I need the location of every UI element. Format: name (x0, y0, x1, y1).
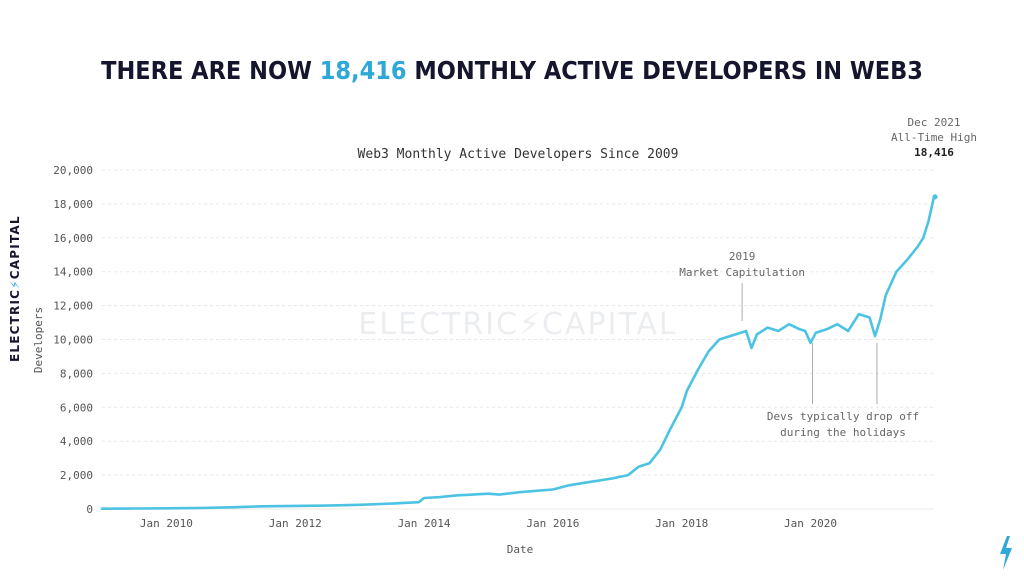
y-tick-label: 12,000 (53, 300, 93, 313)
x-tick-label: Jan 2012 (269, 517, 322, 530)
annotations: Dec 2021 All-Time High 18,416 2019 Market Ca… (679, 116, 977, 439)
x-tick-label: Jan 2020 (784, 517, 837, 530)
grid (102, 169, 934, 510)
annotation-holidays-label: Devs typically drop off (767, 410, 919, 423)
y-tick-label: 2,000 (60, 469, 93, 482)
headline-highlight: 18,416 (319, 56, 407, 85)
headline-prefix: THERE ARE NOW (101, 56, 320, 85)
annotation-capitulation-label: 2019 (729, 250, 756, 263)
chart-title: Web3 Monthly Active Developers Since 200… (358, 147, 679, 162)
annotation-ath-label: 18,416 (914, 146, 954, 159)
watermark: ELECTRIC⚡CAPITAL (358, 307, 677, 342)
x-tick-label: Jan 2018 (655, 517, 708, 530)
y-axis: 0 2,000 4,000 6,000 8,000 10,000 12,000 14,000 1… (53, 164, 93, 516)
annotation-ath-label: All-Time High (891, 131, 977, 144)
bolt-icon (1000, 536, 1012, 570)
y-tick-label: 4,000 (60, 435, 93, 448)
x-axis: Jan 2010 Jan 2012 Jan 2014 Jan 2016 Jan 2018… (140, 517, 837, 530)
headline-suffix: MONTHLY ACTIVE DEVELOPERS IN WEB3 (406, 56, 923, 85)
y-tick-label: 10,000 (53, 334, 93, 347)
y-tick-label: 0 (86, 503, 93, 516)
series-lines (100, 195, 936, 510)
series-line (100, 195, 936, 510)
y-tick-label: 8,000 (60, 367, 93, 380)
annotation-capitulation-label: Market Capitulation (679, 266, 805, 279)
y-tick-label: 16,000 (53, 232, 93, 245)
y-tick-label: 14,000 (53, 266, 93, 279)
y-tick-label: 6,000 (60, 401, 93, 414)
y-tick-label: 18,000 (53, 198, 93, 211)
annotation-ath-label: Dec 2021 (908, 116, 961, 129)
x-tick-label: Jan 2010 (140, 517, 193, 530)
headline: THERE ARE NOW 18,416 MONTHLY ACTIVE DEVE… (51, 56, 973, 85)
x-tick-label: Jan 2016 (526, 517, 579, 530)
y-tick-label: 20,000 (53, 164, 93, 177)
x-axis-label: Date (507, 543, 534, 556)
x-tick-label: Jan 2014 (398, 517, 451, 530)
y-axis-label: Developers (32, 307, 45, 373)
annotation-holidays-label: during the holidays (780, 426, 906, 439)
